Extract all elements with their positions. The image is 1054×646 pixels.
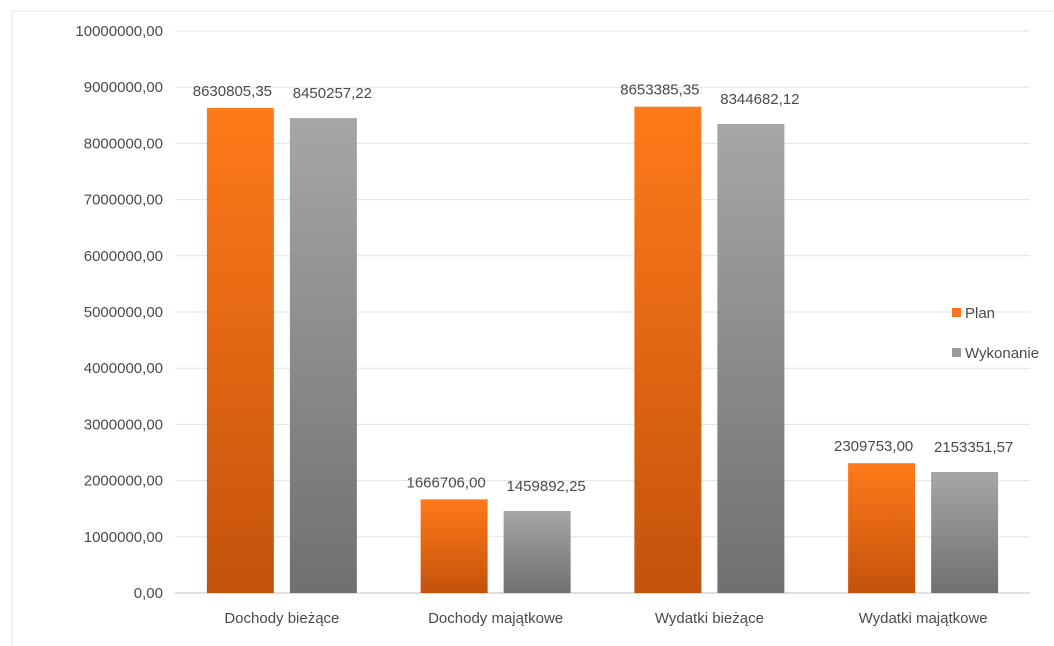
bar-wykonanie [289, 118, 357, 593]
category-label: Wydatki majątkowe [859, 610, 988, 627]
category-label: Wydatki bieżące [655, 610, 764, 627]
y-tick-label: 7000000,00 [84, 192, 163, 209]
y-tick-label: 9000000,00 [84, 79, 163, 96]
y-tick-label: 1000000,00 [84, 529, 163, 546]
category-label: Dochody majątkowe [428, 610, 563, 627]
legend-swatch [952, 308, 961, 317]
data-label: 2309753,00 [834, 438, 913, 455]
legend-label: Wykonanie [965, 345, 1039, 362]
data-labels: 8630805,35 8450257,22 1666706,00 1459892,25… [193, 82, 1014, 495]
y-axis: 0,00 1000000,00 2000000,00 3000000,00 400000… [75, 23, 163, 602]
y-tick-label: 0,00 [134, 585, 163, 602]
data-label: 1459892,25 [507, 478, 586, 495]
data-label: 1666706,00 [407, 474, 486, 491]
category-label: Dochody bieżące [224, 610, 339, 627]
bar-wykonanie [503, 510, 571, 593]
y-tick-label: 8000000,00 [84, 135, 163, 152]
x-axis: Dochody bieżące Dochody majątkowe Wydatki … [224, 610, 987, 627]
bar-wykonanie [717, 124, 785, 593]
bar-plan [848, 463, 916, 593]
legend-label: Plan [965, 305, 995, 322]
legend: Plan Wykonanie [952, 305, 1039, 362]
y-tick-label: 5000000,00 [84, 304, 163, 321]
y-tick-label: 4000000,00 [84, 360, 163, 377]
y-tick-label: 6000000,00 [84, 248, 163, 265]
data-label: 8630805,35 [193, 83, 272, 100]
data-label: 8653385,35 [620, 82, 699, 99]
bar-plan [420, 499, 488, 593]
bar-plan [206, 107, 274, 594]
bar-wykonanie [931, 471, 999, 593]
data-label: 8450257,22 [293, 85, 372, 102]
y-tick-label: 10000000,00 [75, 23, 163, 40]
data-label: 8344682,12 [720, 91, 799, 108]
y-tick-label: 3000000,00 [84, 416, 163, 433]
bar-plan [634, 106, 702, 593]
data-label: 2153351,57 [934, 439, 1013, 456]
bars [206, 106, 999, 594]
y-tick-label: 2000000,00 [84, 473, 163, 490]
legend-swatch [952, 348, 961, 357]
